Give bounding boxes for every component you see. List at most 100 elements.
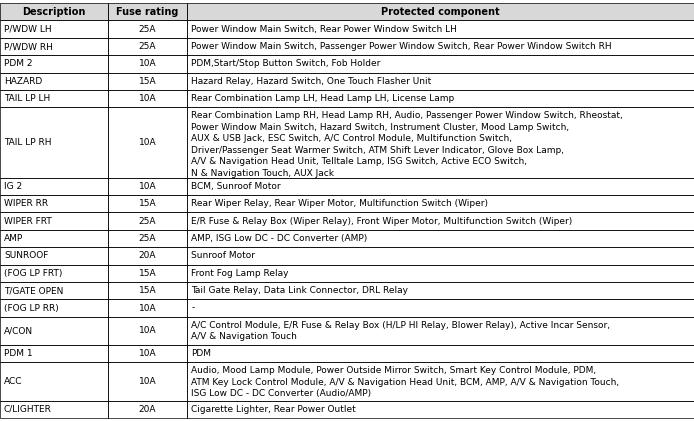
Text: BCM, Sunroof Motor: BCM, Sunroof Motor <box>192 182 281 191</box>
Bar <box>0 345 108 362</box>
Bar <box>0 212 108 230</box>
Bar <box>0 401 108 418</box>
Bar <box>187 20 694 38</box>
Bar <box>108 345 187 362</box>
Bar <box>108 55 187 73</box>
Bar <box>108 73 187 90</box>
Bar <box>108 90 187 107</box>
Bar <box>108 38 187 55</box>
Text: SUNROOF: SUNROOF <box>4 251 49 260</box>
Bar <box>108 107 187 178</box>
Bar <box>187 38 694 55</box>
Bar <box>0 264 108 282</box>
Bar <box>187 282 694 299</box>
Bar <box>187 107 694 178</box>
Bar <box>187 195 694 212</box>
Bar <box>187 362 694 401</box>
Text: 10A: 10A <box>139 326 156 335</box>
Text: 15A: 15A <box>139 77 156 86</box>
Text: 10A: 10A <box>139 304 156 312</box>
Bar <box>0 264 108 282</box>
Bar <box>0 90 108 107</box>
Bar <box>187 3 694 20</box>
Bar <box>187 38 694 55</box>
Bar <box>187 212 694 230</box>
Bar <box>108 20 187 38</box>
Bar <box>108 178 187 195</box>
Bar <box>0 90 108 107</box>
Bar <box>0 345 108 362</box>
Text: T/GATE OPEN: T/GATE OPEN <box>4 286 63 295</box>
Bar <box>108 282 187 299</box>
Text: 25A: 25A <box>139 24 156 34</box>
Text: 25A: 25A <box>139 216 156 226</box>
Bar <box>108 38 187 55</box>
Bar <box>0 55 108 73</box>
Bar <box>187 345 694 362</box>
Bar <box>0 55 108 73</box>
Bar <box>108 178 187 195</box>
Text: PDM 2: PDM 2 <box>4 59 33 69</box>
Bar <box>0 299 108 317</box>
Text: 10A: 10A <box>139 59 156 69</box>
Text: 15A: 15A <box>139 286 156 295</box>
Text: -: - <box>192 304 194 312</box>
Bar <box>187 401 694 418</box>
Bar <box>187 73 694 90</box>
Text: TAIL LP LH: TAIL LP LH <box>4 94 50 103</box>
Bar <box>187 247 694 264</box>
Bar <box>0 362 108 401</box>
Text: WIPER FRT: WIPER FRT <box>4 216 52 226</box>
Bar <box>0 230 108 247</box>
Text: (FOG LP FRT): (FOG LP FRT) <box>4 269 62 278</box>
Bar <box>0 107 108 178</box>
Text: 10A: 10A <box>139 94 156 103</box>
Text: Rear Wiper Relay, Rear Wiper Motor, Multifunction Switch (Wiper): Rear Wiper Relay, Rear Wiper Motor, Mult… <box>192 199 489 208</box>
Bar <box>0 178 108 195</box>
Text: 20A: 20A <box>139 405 156 414</box>
Text: 20A: 20A <box>139 251 156 260</box>
Bar <box>187 178 694 195</box>
Bar <box>0 73 108 90</box>
Text: Rear Combination Lamp LH, Head Lamp LH, License Lamp: Rear Combination Lamp LH, Head Lamp LH, … <box>192 94 455 103</box>
Bar <box>187 264 694 282</box>
Text: Tail Gate Relay, Data Link Connector, DRL Relay: Tail Gate Relay, Data Link Connector, DR… <box>192 286 408 295</box>
Text: A/CON: A/CON <box>4 326 33 335</box>
Bar <box>0 247 108 264</box>
Text: 10A: 10A <box>139 138 156 147</box>
Bar <box>187 55 694 73</box>
Bar <box>108 195 187 212</box>
Bar <box>0 20 108 38</box>
Bar <box>0 73 108 90</box>
Bar <box>0 317 108 345</box>
Text: Audio, Mood Lamp Module, Power Outside Mirror Switch, Smart Key Control Module, : Audio, Mood Lamp Module, Power Outside M… <box>192 366 620 398</box>
Bar <box>187 345 694 362</box>
Bar <box>0 20 108 38</box>
Text: Power Window Main Switch, Rear Power Window Switch LH: Power Window Main Switch, Rear Power Win… <box>192 24 457 34</box>
Bar <box>108 282 187 299</box>
Bar <box>187 212 694 230</box>
Bar <box>187 282 694 299</box>
Bar <box>187 3 694 20</box>
Bar <box>108 264 187 282</box>
Bar <box>108 362 187 401</box>
Bar <box>108 264 187 282</box>
Bar <box>0 282 108 299</box>
Bar <box>187 299 694 317</box>
Text: (FOG LP RR): (FOG LP RR) <box>4 304 59 312</box>
Text: Hazard Relay, Hazard Switch, One Touch Flasher Unit: Hazard Relay, Hazard Switch, One Touch F… <box>192 77 432 86</box>
Text: HAZARD: HAZARD <box>4 77 42 86</box>
Bar <box>187 230 694 247</box>
Bar <box>108 195 187 212</box>
Bar <box>0 299 108 317</box>
Bar <box>108 230 187 247</box>
Bar <box>108 55 187 73</box>
Bar <box>0 282 108 299</box>
Text: 10A: 10A <box>139 377 156 386</box>
Bar <box>108 401 187 418</box>
Bar <box>0 230 108 247</box>
Text: 25A: 25A <box>139 234 156 243</box>
Bar <box>0 3 108 20</box>
Text: P/WDW LH: P/WDW LH <box>4 24 51 34</box>
Bar <box>0 317 108 345</box>
